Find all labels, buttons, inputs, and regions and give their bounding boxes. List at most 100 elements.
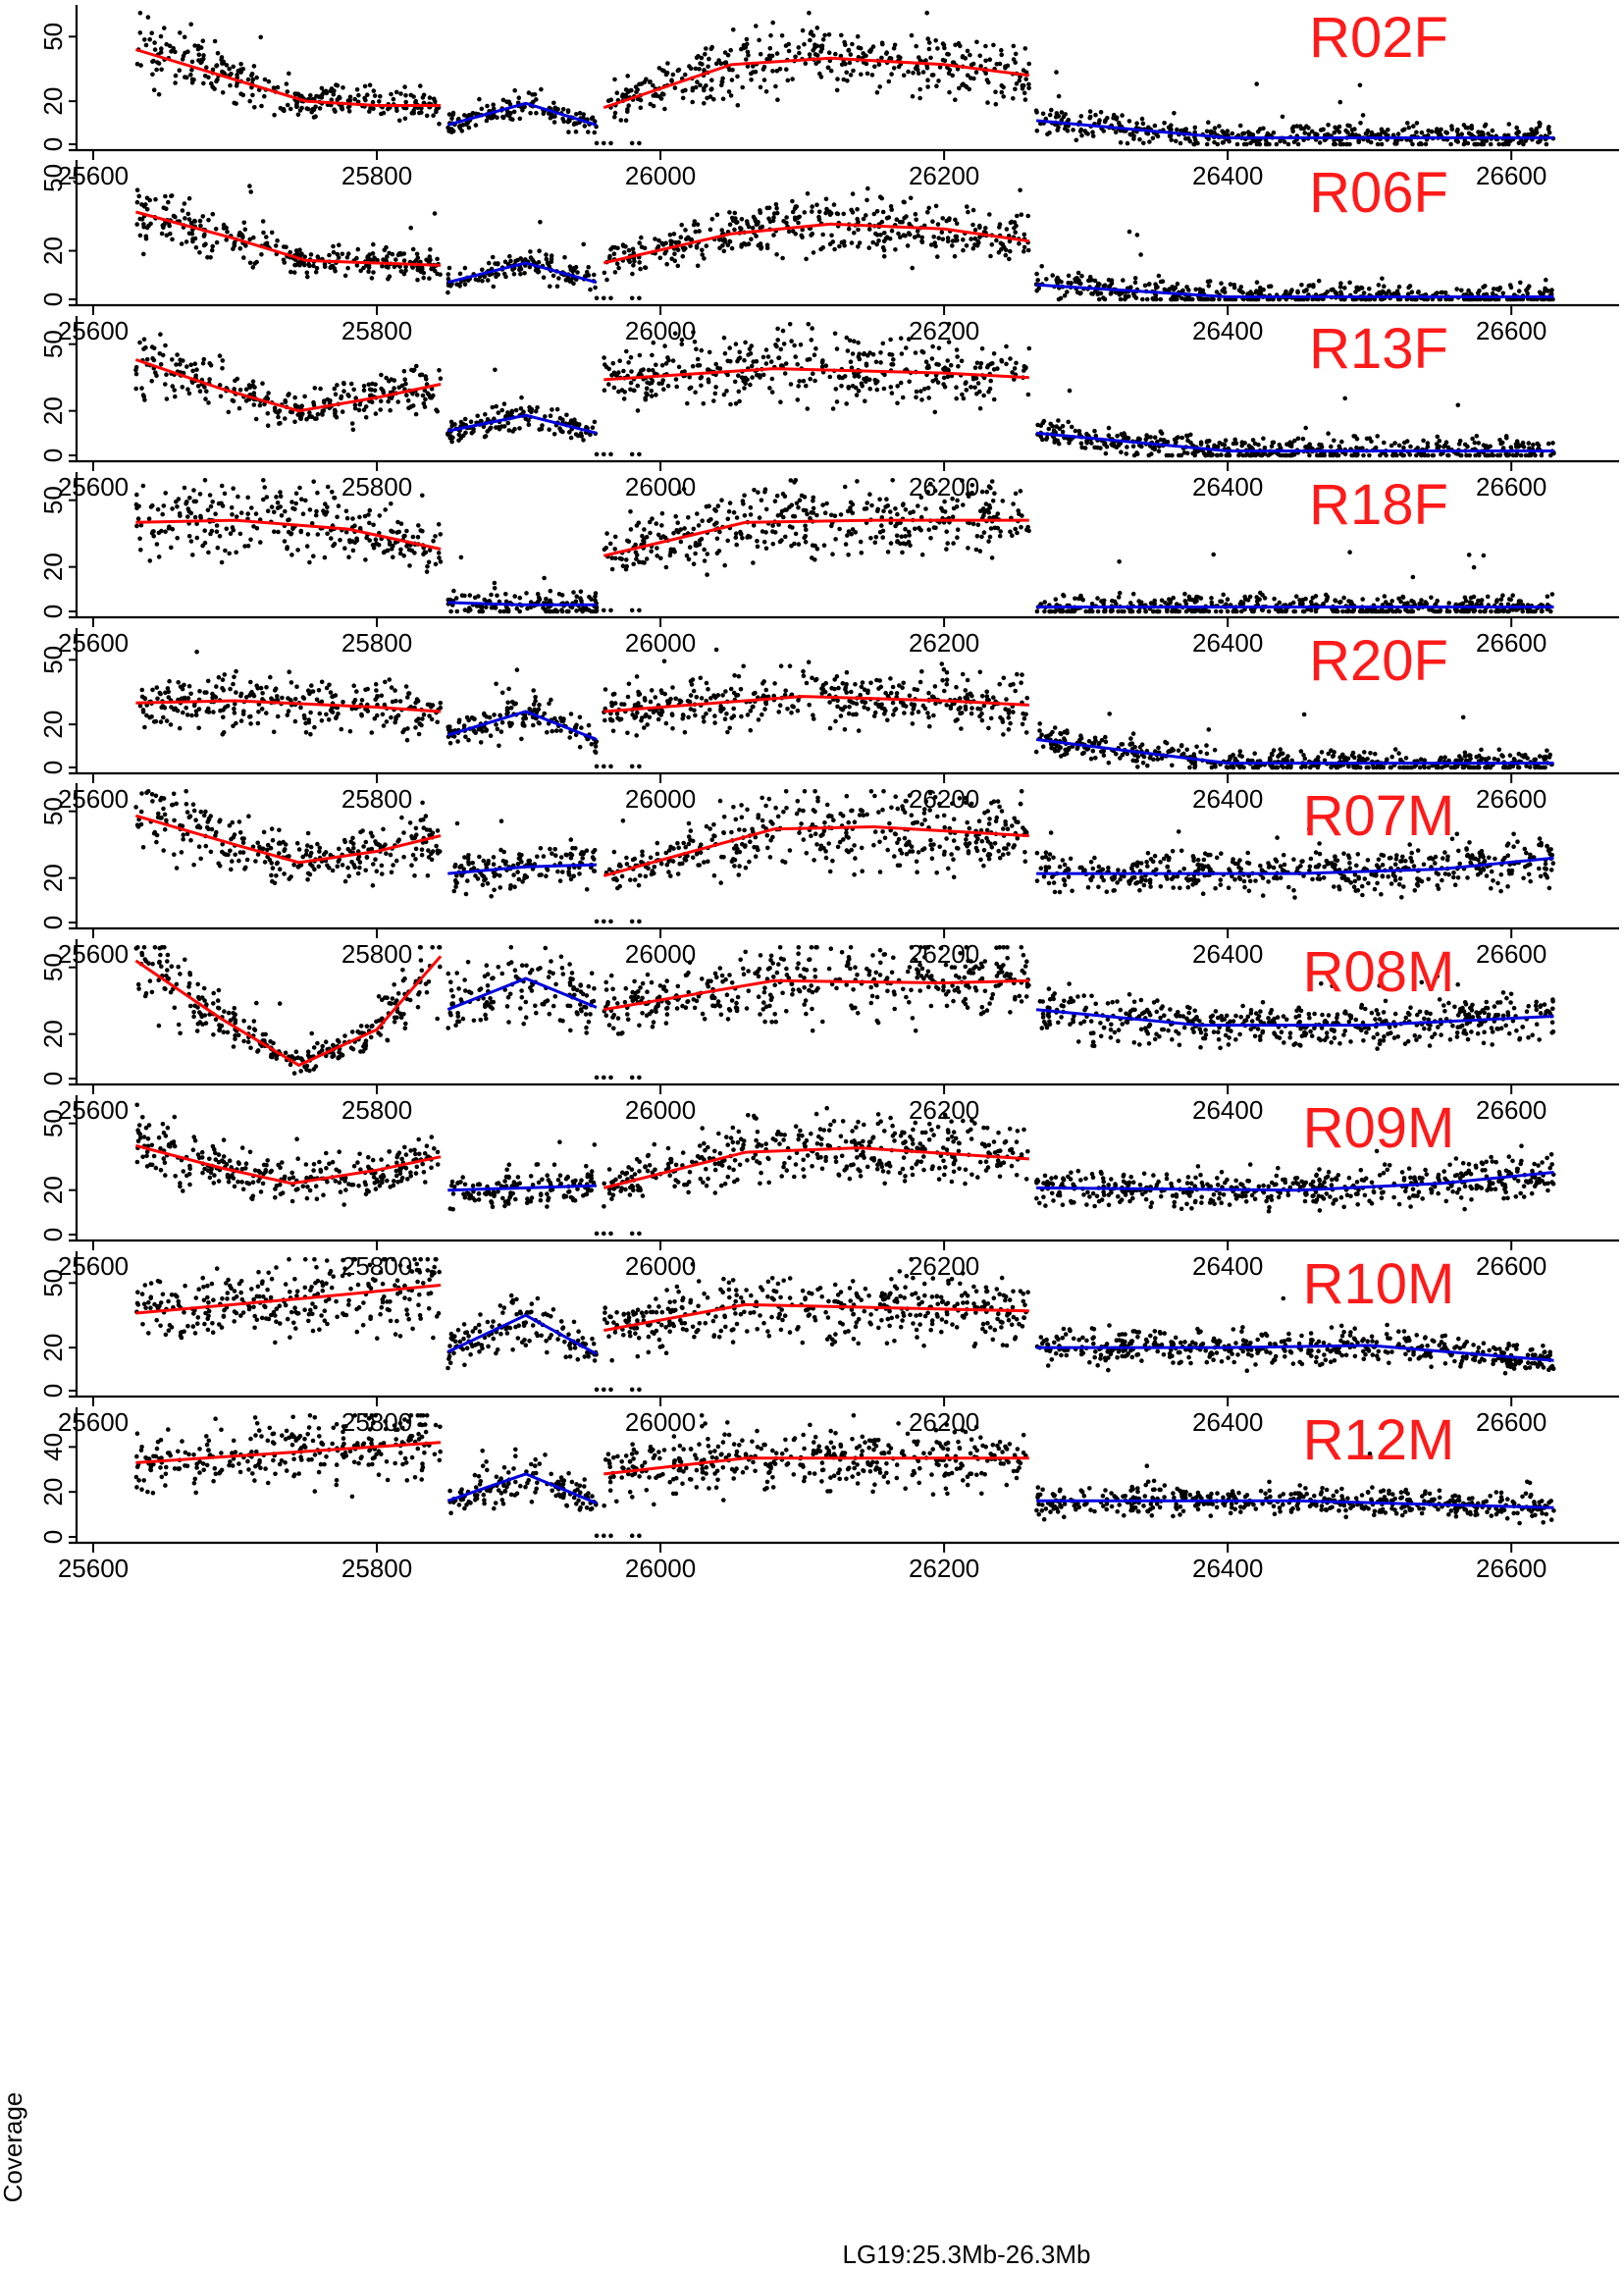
data-point: [1274, 141, 1280, 147]
data-point: [953, 238, 959, 243]
data-point: [838, 53, 844, 59]
data-point: [258, 34, 264, 40]
data-point: [198, 515, 203, 520]
data-point: [344, 515, 350, 521]
data-point: [1459, 132, 1464, 136]
data-point: [1521, 141, 1526, 147]
data-point: [1280, 114, 1285, 120]
data-point: [519, 395, 524, 400]
data-point: [432, 96, 437, 102]
data-point: [610, 360, 616, 366]
data-point: [354, 538, 360, 543]
data-point: [656, 66, 662, 71]
data-point: [166, 199, 171, 205]
data-point: [872, 378, 878, 383]
data-point: [856, 244, 861, 249]
data-point: [727, 345, 732, 350]
data-point: [355, 246, 361, 252]
data-point: [231, 64, 236, 70]
data-point: [543, 607, 548, 612]
x-tick-label: 26600: [1476, 628, 1546, 658]
data-point: [1125, 445, 1129, 449]
data-point: [794, 204, 800, 209]
data-point: [895, 400, 900, 406]
data-point: [278, 504, 284, 509]
data-point: [221, 226, 227, 231]
data-point: [782, 371, 788, 376]
data-point: [438, 559, 444, 564]
data-point: [594, 451, 600, 457]
data-point: [201, 234, 207, 238]
data-point: [832, 246, 837, 252]
data-point: [810, 555, 814, 560]
data-point: [795, 215, 801, 221]
data-point: [717, 366, 723, 371]
data-point: [907, 232, 913, 238]
data-point: [627, 88, 632, 93]
data-point: [418, 269, 424, 275]
data-point: [1513, 442, 1519, 447]
data-point: [629, 369, 634, 374]
data-point: [983, 226, 988, 231]
data-point: [1257, 141, 1263, 147]
data-point: [621, 368, 626, 374]
data-point: [902, 215, 907, 221]
data-point: [950, 243, 955, 248]
data-point: [203, 396, 208, 401]
data-point: [158, 50, 164, 55]
data-point: [828, 68, 834, 74]
data-point: [1022, 248, 1026, 254]
data-point: [389, 377, 394, 382]
data-point: [993, 101, 999, 107]
data-point: [1044, 437, 1049, 442]
data-point: [834, 399, 840, 404]
data-point: [792, 513, 798, 519]
data-point: [378, 93, 383, 99]
data-point: [496, 272, 501, 278]
data-point: [936, 79, 941, 83]
data-point: [859, 551, 864, 555]
data-point: [822, 32, 827, 38]
data-point: [1546, 125, 1551, 130]
data-point: [1222, 443, 1228, 448]
data-point: [807, 356, 812, 362]
data-point: [928, 55, 933, 61]
data-point: [1107, 283, 1113, 289]
data-point: [490, 254, 496, 260]
data-point: [445, 290, 450, 295]
data-point: [1175, 281, 1180, 287]
data-point: [198, 223, 203, 229]
data-point: [935, 380, 941, 386]
data-point: [1342, 286, 1347, 290]
data-point: [926, 46, 932, 52]
data-point: [978, 508, 983, 513]
data-point: [888, 509, 893, 514]
data-point: [839, 62, 845, 68]
data-point: [1192, 125, 1198, 131]
data-point: [849, 207, 854, 213]
data-point: [604, 531, 609, 536]
data-point: [905, 243, 911, 248]
data-point: [647, 79, 653, 84]
data-point: [734, 515, 740, 520]
data-point: [774, 210, 780, 216]
data-point: [314, 416, 319, 421]
data-point: [614, 90, 620, 95]
data-point: [926, 365, 931, 370]
data-point: [408, 225, 414, 231]
data-point: [401, 258, 407, 263]
data-point: [1326, 123, 1331, 128]
data-point: [242, 227, 248, 233]
data-point: [139, 386, 144, 391]
y-tick-label: 0: [38, 137, 68, 151]
data-point: [1462, 138, 1468, 143]
data-point: [1066, 419, 1071, 425]
data-point: [1457, 438, 1463, 444]
data-point: [409, 367, 414, 373]
data-point: [974, 39, 979, 45]
data-point: [659, 510, 665, 516]
data-point: [928, 242, 934, 247]
data-point: [699, 347, 705, 353]
data-point: [1018, 187, 1022, 193]
data-point: [411, 108, 417, 113]
